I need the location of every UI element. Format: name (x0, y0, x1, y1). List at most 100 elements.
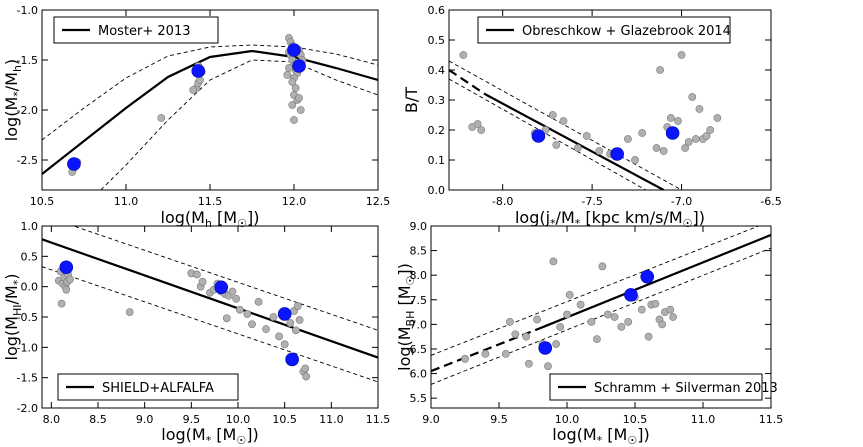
gray-point (525, 359, 533, 368)
gray-point (286, 319, 295, 327)
legend: Obreschkow + Glazebrook 2014 (477, 16, 731, 44)
x-tick-label: 9.5 (490, 413, 508, 426)
gray-point (522, 332, 531, 341)
gray-point (291, 326, 300, 335)
y-tick-label: 9.0 (410, 220, 428, 233)
gray-point (658, 320, 667, 329)
gray-point (481, 349, 490, 358)
gray-point (652, 144, 661, 152)
gray-point (681, 144, 690, 152)
gray-point (275, 332, 283, 341)
gray-point (565, 290, 574, 299)
gray-point (587, 318, 596, 326)
blue-point (640, 269, 655, 284)
gray-point (688, 93, 697, 101)
gray-point (295, 94, 303, 102)
gray-point (563, 310, 571, 319)
x-tick-label: 10.5 (272, 413, 297, 426)
xlabel-moster: log(Mh [M☉]) (161, 208, 260, 230)
x-tick-label: -6.5 (760, 195, 781, 208)
relation-upper (449, 60, 682, 190)
relation-lower (42, 266, 378, 383)
gray-point (669, 313, 677, 321)
legend-label: Moster+ 2013 (98, 24, 191, 39)
gray-point (659, 147, 668, 155)
relation-solid (539, 233, 771, 330)
blue-point (191, 64, 206, 78)
panel-shield: 8.0 8.5 9.0 9.5 10.0 10.5 11.0 11.5 -2.0 -1.5 -1.0… (17, 220, 391, 426)
gray-point (666, 305, 675, 314)
blue-point (59, 260, 74, 275)
x-tick-label: -7.5 (581, 195, 602, 208)
gray-point (637, 305, 646, 314)
blue-point (67, 157, 81, 171)
relation-upper (72, 226, 378, 331)
ylabel-obreschkow: B/T (402, 87, 421, 113)
y-tick-label: -2.0 (17, 402, 38, 415)
gray-point (235, 305, 244, 314)
gray-point (232, 294, 241, 303)
y-tick-label: 0.3 (428, 94, 446, 107)
x-tick-label: 8.0 (43, 413, 61, 426)
x-tick-label: 9.5 (183, 413, 201, 426)
gray-point (459, 51, 468, 59)
gray-point (66, 275, 74, 284)
x-tick-label: 12.5 (366, 195, 391, 208)
x-tick-label: 10.5 (623, 413, 648, 426)
gray-point (598, 262, 607, 271)
y-tick-label: 8.5 (410, 245, 428, 258)
gray-point (674, 117, 682, 125)
gray-point (290, 116, 298, 124)
gray-point (189, 86, 198, 94)
relation-lower (449, 78, 647, 190)
gray-point (157, 114, 166, 122)
gray-point (552, 141, 561, 149)
gray-point (291, 84, 300, 92)
xlabel-schramm: log(M* [M☉]) (552, 425, 649, 447)
panel-obreschkow: -8.0 -7.5 -7.0 -6.5 0.0 0.1 0.2 0.3 0.4 0.5 0.6 Ob… (428, 4, 782, 208)
y-tick-label: -2.0 (17, 104, 38, 117)
legend: Moster+ 2013 (53, 16, 219, 44)
gray-point (638, 129, 647, 137)
blue-point (531, 129, 546, 143)
relation-solid (42, 49, 378, 175)
gray-point (511, 330, 520, 339)
gray-point (473, 120, 482, 128)
gray-point (556, 322, 565, 331)
gray-point (691, 135, 700, 143)
x-tick-label: 8.5 (89, 413, 107, 426)
gray-point (262, 325, 270, 334)
xlabel-shield: log(M* [M☉]) (161, 425, 258, 447)
y-tick-label: 6.5 (410, 343, 428, 356)
x-tick-label: 11.5 (366, 413, 391, 426)
x-tick-label: 11.0 (114, 195, 139, 208)
gray-point (533, 315, 541, 324)
x-tick-label: 9.0 (422, 413, 440, 426)
gray-point (677, 51, 686, 59)
gray-point (666, 114, 675, 122)
y-tick-label: 7.0 (410, 318, 428, 331)
gray-point (593, 335, 601, 344)
gray-point (288, 78, 297, 86)
x-tick-label: -8.0 (492, 195, 513, 208)
relation-lower (431, 247, 771, 385)
legend: SHIELD+ALFALFA (57, 373, 239, 401)
gray-point (285, 64, 293, 72)
gray-point (559, 117, 568, 125)
gray-point (656, 66, 664, 74)
blue-point (277, 307, 292, 321)
gray-point (617, 322, 626, 331)
relation-dashed (449, 69, 486, 95)
gray-point (198, 277, 207, 286)
gray-point (295, 316, 304, 324)
y-tick-label: 6.0 (410, 368, 428, 381)
relation-upper (431, 226, 760, 356)
relation-dashed (431, 327, 541, 373)
gray-point (501, 349, 510, 358)
y-tick-label: 5.5 (410, 392, 428, 405)
x-tick-label: 11.0 (691, 413, 716, 426)
gray-point (283, 71, 292, 79)
gray-point (62, 285, 71, 294)
y-tick-label: -1.5 (17, 372, 38, 385)
